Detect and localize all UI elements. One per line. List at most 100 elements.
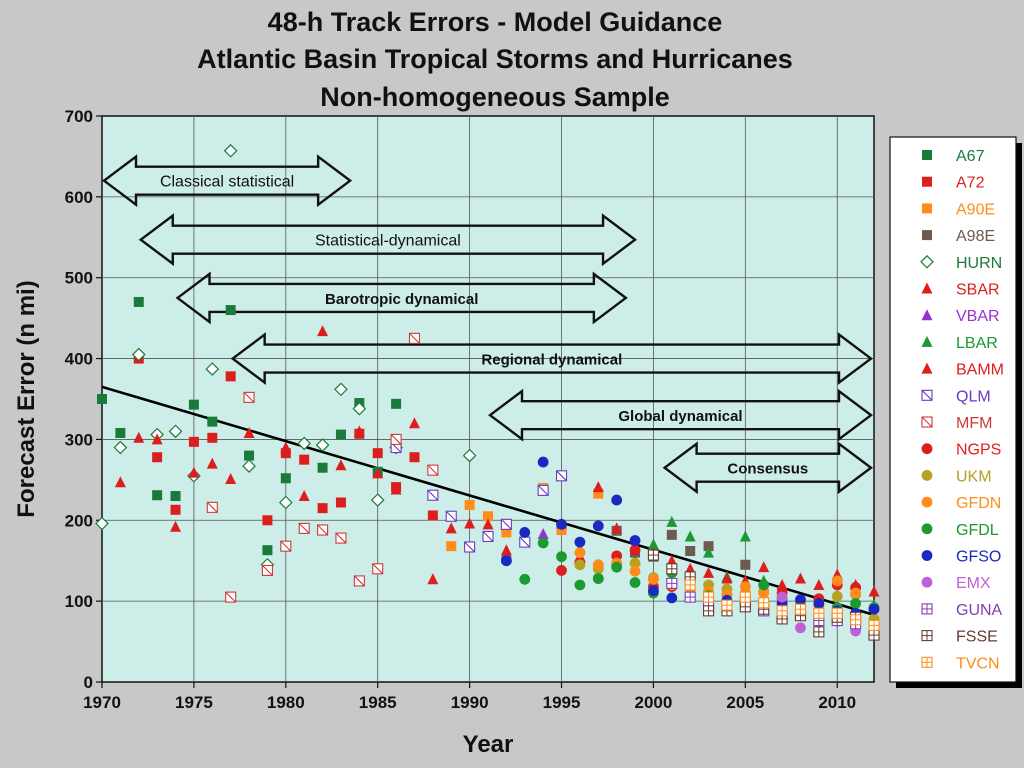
data-point [152,490,163,501]
data-point [922,230,932,241]
y-tick-label: 400 [65,350,93,369]
data-point [921,576,933,588]
data-point-mark [372,563,384,575]
data-point [813,598,825,609]
data-point [225,371,236,382]
data-point [850,587,862,599]
data-point [592,520,604,532]
data-point [482,518,494,530]
data-point [920,254,934,269]
data-point-mark [464,541,476,553]
era-arrow [138,213,638,267]
legend-label: A98E [956,228,995,245]
data-point [446,541,457,552]
data-point [483,511,493,522]
legend-item-gfdn: GFDN [921,495,1001,512]
series-mfm [206,332,439,603]
data-point [666,515,678,527]
data-point [647,538,659,550]
era-label: Classical statistical [160,174,294,191]
legend-label: VBAR [956,308,1000,325]
x-tick-label: 1975 [175,693,213,712]
data-point [95,516,109,531]
data-point [152,452,163,463]
data-point [151,433,163,445]
legend-item-a67: A67 [922,148,985,165]
data-point-mark [262,565,273,576]
data-point [921,309,933,321]
data-point [684,562,696,574]
data-point [445,522,457,534]
data-point [537,528,549,540]
data-point [133,296,144,307]
data-point-mark [519,536,531,548]
data-point [205,362,220,376]
legend-item-guna: GUNA [921,602,1003,619]
data-point [922,176,932,187]
chart-title-line-2: Atlantic Basin Tropical Storms and Hurri… [197,44,793,74]
data-point [317,325,329,337]
era-arrow [230,332,873,385]
legend-label: GFSO [956,549,1001,566]
data-point [666,529,677,540]
data-point [370,493,385,507]
data-point [170,504,181,515]
legend-box [889,136,1017,683]
x-tick-label: 1970 [83,693,121,712]
data-point [703,541,714,552]
data-point [850,598,862,609]
data-point [758,561,770,573]
legend-label: GFDL [956,522,999,539]
data-point [921,282,933,294]
data-point [262,515,273,526]
data-point [297,436,312,451]
data-point [372,448,383,459]
legend-item-tvcn: TVCN [921,655,1000,672]
data-point [335,497,346,508]
data-point [721,572,733,584]
data-point [537,537,549,549]
chart-title-line-1: 48-h Track Errors - Model Guidance [267,7,723,37]
data-point [170,491,181,502]
grid-lines [102,116,874,682]
legend-label: A67 [956,148,985,165]
data-point [113,440,128,455]
era-arrow [488,388,873,442]
era-label: Regional dynamical [481,352,622,369]
data-point [408,417,420,429]
data-point [758,579,770,591]
legend-label: TVCN [956,655,1000,672]
data-point [131,347,146,362]
data-point [334,382,348,397]
chart-title-line-3: Non-homogeneous Sample [320,82,670,112]
data-point [225,305,236,316]
y-tick-label: 500 [65,269,93,288]
data-point [280,441,292,453]
data-point [648,585,659,597]
data-point [280,448,291,459]
data-point [574,547,586,559]
data-point [409,452,420,463]
data-point [352,401,367,416]
data-point [574,559,586,571]
legend-label: HURN [956,255,1002,272]
era-arrow [102,154,353,208]
legend-label: GFDN [956,495,1001,512]
y-tick-label: 600 [65,188,93,207]
data-point [335,429,346,440]
legend-item-a90e: A90E [922,201,995,218]
y-axis-label: Forecast Error (n mi) [13,280,40,517]
data-point [921,550,933,561]
data-point [758,587,770,599]
data-point-mark [335,532,347,544]
data-point [500,544,512,556]
data-point [390,483,402,495]
y-tick-label: 200 [65,511,93,530]
series-sbar [114,325,457,585]
data-point [114,476,126,488]
data-point [611,522,623,534]
data-point [922,150,932,160]
legend-item-fsse: FSSE [921,629,998,646]
data-point [556,518,567,530]
data-point [574,536,586,548]
